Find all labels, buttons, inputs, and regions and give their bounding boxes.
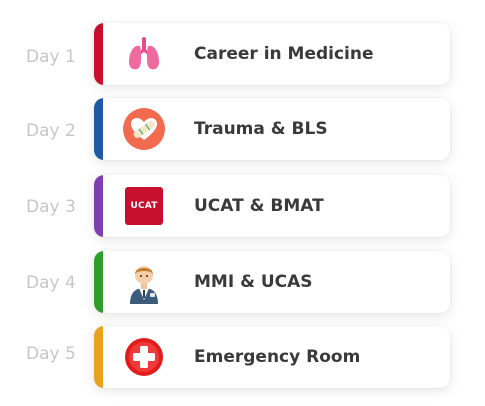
day-label: Day 1 <box>26 47 76 67</box>
day-label: Day 5 <box>26 344 76 364</box>
day-label: Day 2 <box>26 121 76 141</box>
lungs-icon <box>120 31 168 77</box>
schedule-card-day-4[interactable]: MMI & UCAS <box>94 251 450 313</box>
card-title: Emergency Room <box>194 347 361 367</box>
medical-cross-icon <box>120 334 168 380</box>
ucat-logo-text: UCAT <box>130 201 158 211</box>
card-title: MMI & UCAS <box>194 272 313 292</box>
day-label: Day 4 <box>26 273 76 293</box>
heart-bandage-icon <box>120 106 168 152</box>
schedule-card-day-2[interactable]: Trauma & BLS <box>94 98 450 160</box>
card-title: UCAT & BMAT <box>194 196 324 216</box>
accent-bar <box>94 23 103 85</box>
schedule-card-day-3[interactable]: UCAT UCAT & BMAT <box>94 175 450 237</box>
schedule-card-day-5[interactable]: Emergency Room <box>94 326 450 388</box>
ucat-logo-icon: UCAT <box>120 183 168 229</box>
accent-bar <box>94 251 103 313</box>
accent-bar <box>94 98 103 160</box>
day-label: Day 3 <box>26 197 76 217</box>
accent-bar <box>94 326 103 388</box>
accent-bar <box>94 175 103 237</box>
schedule-card-day-1[interactable]: Career in Medicine <box>94 23 450 85</box>
card-title: Career in Medicine <box>194 44 374 64</box>
doctor-icon <box>120 259 168 305</box>
card-title: Trauma & BLS <box>194 119 328 139</box>
